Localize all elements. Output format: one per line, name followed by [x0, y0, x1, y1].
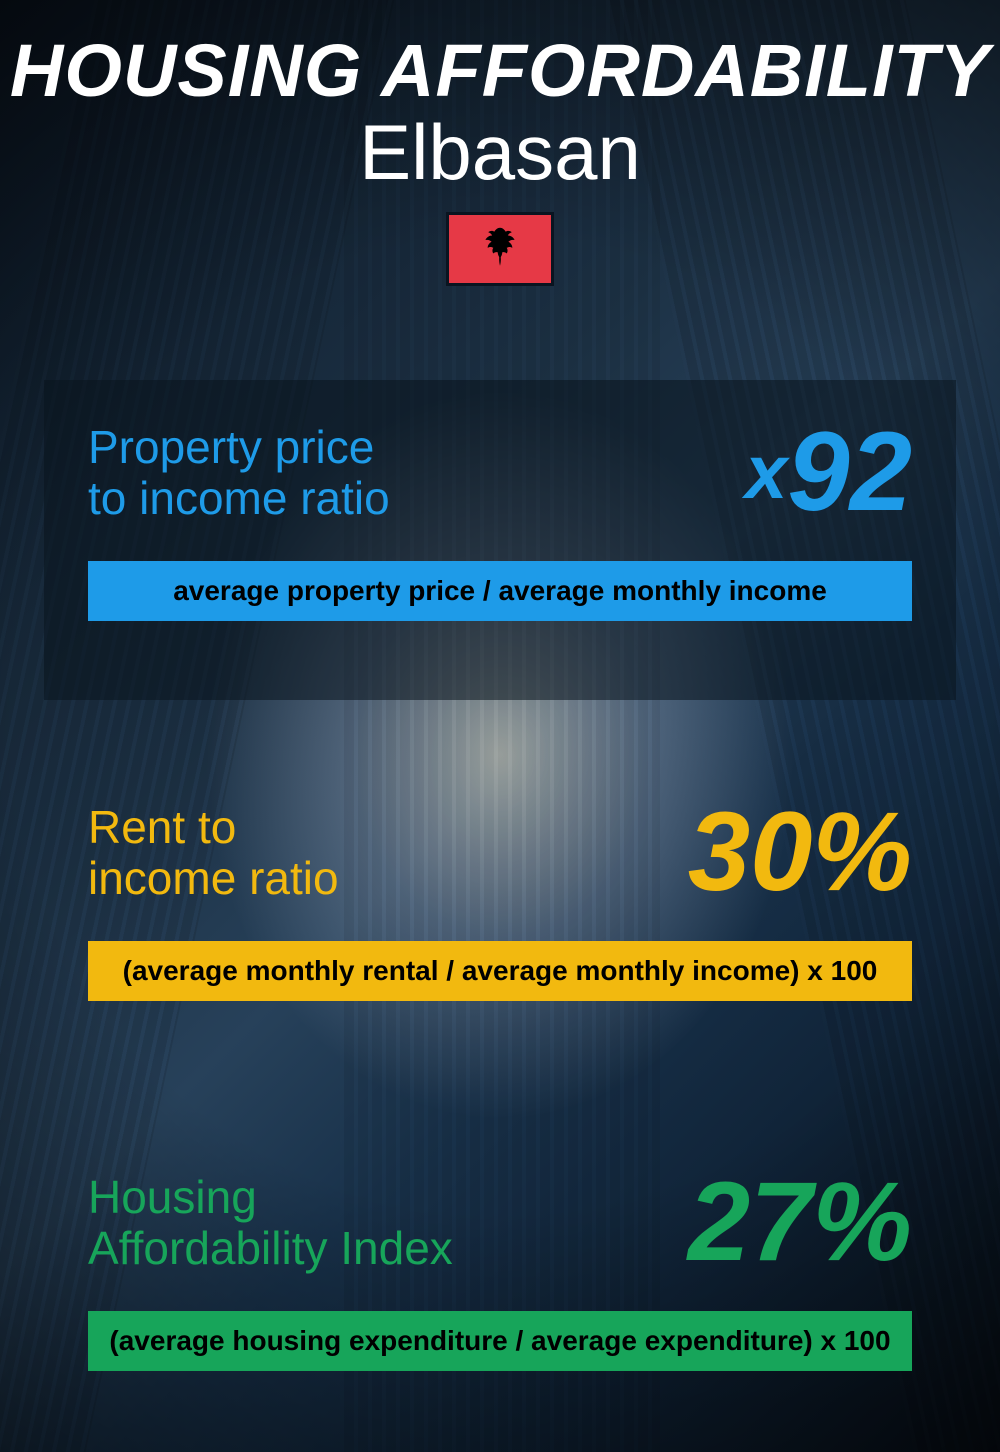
metric-label: Rent to income ratio — [88, 802, 339, 903]
formula-bar: (average monthly rental / average monthl… — [88, 941, 912, 1001]
header: HOUSING AFFORDABILITY Elbasan — [0, 28, 1000, 286]
page-title: HOUSING AFFORDABILITY — [0, 28, 1000, 113]
metric-label: Property price to income ratio — [88, 422, 390, 523]
metric-label-line2: Affordability Index — [88, 1222, 453, 1274]
metric-value-number: 27% — [688, 1159, 912, 1284]
formula-bar: (average housing expenditure / average e… — [88, 1311, 912, 1371]
metric-card-affordability-index: Housing Affordability Index 27% (average… — [44, 1130, 956, 1430]
metric-label-line2: to income ratio — [88, 472, 390, 524]
metric-label-line1: Housing — [88, 1171, 257, 1223]
flag-albania-icon — [446, 212, 554, 286]
metric-card-rent: Rent to income ratio 30% (average monthl… — [44, 760, 956, 1080]
metric-value: 27% — [688, 1172, 912, 1273]
metric-value-number: 30% — [688, 789, 912, 914]
metric-card-property-price: Property price to income ratio x92 avera… — [44, 380, 956, 700]
metric-label-line2: income ratio — [88, 852, 339, 904]
metric-value-prefix: x — [745, 430, 787, 515]
metric-row: Housing Affordability Index 27% — [88, 1172, 912, 1273]
infographic-page: HOUSING AFFORDABILITY Elbasan Property p… — [0, 0, 1000, 1452]
metric-row: Property price to income ratio x92 — [88, 422, 912, 523]
formula-bar: average property price / average monthly… — [88, 561, 912, 621]
metric-value-number: 92 — [787, 409, 912, 534]
metric-value: 30% — [688, 802, 912, 903]
flag-container — [446, 212, 554, 286]
metric-label-line1: Property price — [88, 421, 374, 473]
page-subtitle: Elbasan — [0, 107, 1000, 198]
metric-label-line1: Rent to — [88, 801, 236, 853]
metric-value: x92 — [745, 422, 912, 523]
metric-label: Housing Affordability Index — [88, 1172, 453, 1273]
metric-row: Rent to income ratio 30% — [88, 802, 912, 903]
flag-eagle-icon — [472, 221, 528, 277]
